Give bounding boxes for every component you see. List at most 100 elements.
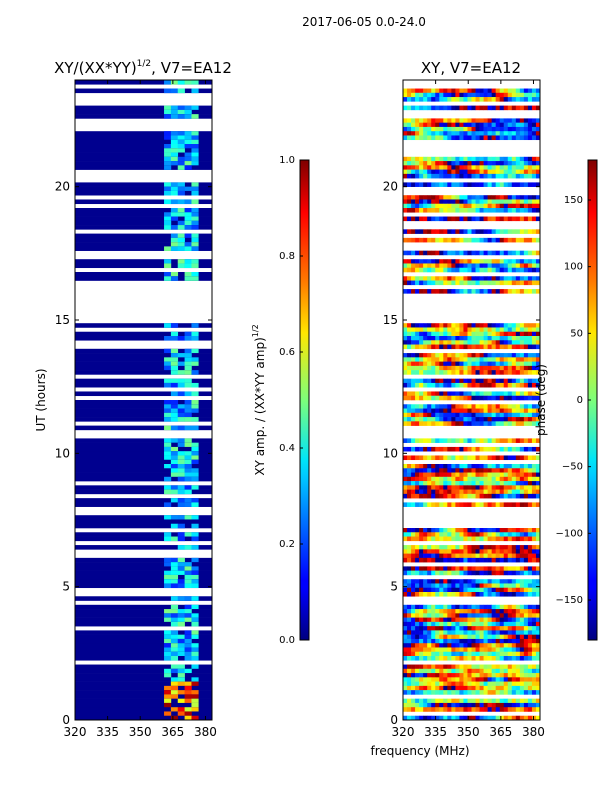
heatmap-cell bbox=[164, 634, 172, 640]
heatmap-cell bbox=[527, 161, 533, 166]
heatmap-cell bbox=[519, 182, 525, 187]
heatmap-cell bbox=[427, 528, 432, 533]
heatmap-row-cell bbox=[75, 715, 212, 720]
heatmap-cell bbox=[419, 173, 424, 179]
heatmap-cell bbox=[170, 348, 179, 354]
heatmap-cell bbox=[191, 621, 199, 627]
heatmap-cell bbox=[495, 412, 501, 418]
heatmap-cell bbox=[455, 587, 460, 593]
phase-ytick-label: 15 bbox=[383, 313, 398, 327]
heatmap-cell bbox=[519, 135, 525, 141]
heatmap-cell bbox=[519, 485, 525, 490]
heatmap-cell bbox=[423, 289, 428, 294]
heatmap-cell bbox=[423, 105, 428, 111]
heatmap-cell bbox=[487, 365, 492, 371]
heatmap-cell bbox=[483, 118, 488, 123]
heatmap-cell bbox=[431, 237, 436, 243]
heatmap-cell bbox=[487, 216, 492, 222]
heatmap-cell bbox=[475, 613, 480, 618]
heatmap-cell bbox=[439, 634, 444, 640]
heatmap-cell bbox=[451, 131, 456, 136]
heatmap-cell bbox=[419, 250, 424, 256]
heatmap-cell bbox=[467, 404, 472, 409]
heatmap-cell bbox=[535, 250, 540, 256]
heatmap-cell bbox=[535, 126, 540, 132]
heatmap-cell bbox=[427, 118, 432, 123]
heatmap-cell bbox=[427, 617, 432, 623]
heatmap-cell bbox=[471, 613, 476, 618]
heatmap-cell bbox=[431, 493, 436, 499]
heatmap-cell bbox=[419, 118, 424, 123]
heatmap-cell bbox=[423, 395, 428, 401]
heatmap-cell bbox=[451, 88, 456, 94]
heatmap-cell bbox=[415, 135, 420, 141]
heatmap-cell bbox=[184, 348, 192, 354]
heatmap-cell bbox=[191, 451, 199, 456]
heatmap-cell bbox=[503, 570, 509, 576]
heatmap-cell bbox=[511, 621, 517, 627]
heatmap-cell bbox=[527, 156, 533, 162]
heatmap-cell bbox=[191, 694, 199, 699]
heatmap-cell bbox=[451, 621, 456, 627]
heatmap-cell bbox=[415, 340, 420, 345]
heatmap-cell bbox=[471, 630, 476, 635]
heatmap-cell bbox=[403, 643, 408, 648]
heatmap-cell bbox=[177, 566, 185, 571]
amplitude-colorbar-tick-label: 0.6 bbox=[279, 347, 295, 358]
heatmap-cell bbox=[447, 549, 452, 554]
heatmap-cell bbox=[479, 105, 484, 111]
heatmap-cell bbox=[184, 694, 192, 699]
heatmap-cell bbox=[523, 609, 529, 614]
heatmap-cell bbox=[479, 647, 484, 653]
heatmap-cell bbox=[459, 126, 464, 132]
heatmap-cell bbox=[483, 673, 488, 678]
heatmap-cell bbox=[191, 459, 199, 465]
heatmap-cell bbox=[435, 280, 440, 286]
heatmap-cell bbox=[447, 656, 452, 661]
heatmap-cell bbox=[467, 336, 472, 341]
heatmap-cell bbox=[515, 195, 521, 200]
heatmap-cell bbox=[527, 357, 533, 362]
heatmap-cell bbox=[431, 353, 436, 358]
heatmap-cell bbox=[191, 135, 199, 141]
heatmap-cell bbox=[535, 404, 540, 409]
heatmap-cell bbox=[403, 126, 408, 132]
heatmap-cell bbox=[507, 327, 513, 333]
heatmap-cell bbox=[403, 378, 408, 384]
heatmap-cell bbox=[431, 276, 436, 281]
heatmap-cell bbox=[403, 118, 408, 123]
heatmap-cell bbox=[511, 587, 517, 593]
heatmap-cell bbox=[523, 532, 529, 537]
heatmap-cell bbox=[523, 417, 529, 422]
heatmap-cell bbox=[415, 583, 420, 589]
heatmap-cell bbox=[164, 668, 172, 674]
heatmap-cell bbox=[191, 161, 199, 166]
heatmap-cell bbox=[511, 370, 517, 375]
heatmap-cell bbox=[411, 634, 416, 640]
heatmap-cell bbox=[519, 685, 525, 691]
heatmap-cell bbox=[527, 464, 533, 469]
heatmap-cell bbox=[499, 634, 505, 640]
heatmap-cell bbox=[503, 126, 509, 132]
heatmap-cell bbox=[519, 122, 525, 128]
heatmap-row-cell bbox=[75, 442, 212, 448]
heatmap-cell bbox=[455, 528, 460, 533]
heatmap-cell bbox=[423, 485, 428, 490]
heatmap-cell bbox=[455, 88, 460, 94]
heatmap-cell bbox=[177, 451, 185, 456]
heatmap-cell bbox=[491, 476, 496, 482]
heatmap-cell bbox=[495, 391, 501, 397]
heatmap-cell bbox=[531, 276, 537, 281]
heatmap-cell bbox=[451, 626, 456, 631]
heatmap-cell bbox=[479, 617, 484, 623]
heatmap-cell bbox=[507, 353, 513, 358]
heatmap-cell bbox=[483, 656, 488, 661]
heatmap-row-cell bbox=[75, 681, 212, 687]
heatmap-cell bbox=[495, 370, 501, 375]
heatmap-cell bbox=[447, 715, 452, 720]
heatmap-cell bbox=[415, 344, 420, 350]
heatmap-cell bbox=[184, 331, 192, 337]
heatmap-cell bbox=[483, 404, 488, 409]
heatmap-cell bbox=[407, 583, 412, 589]
heatmap-cell bbox=[443, 382, 448, 388]
